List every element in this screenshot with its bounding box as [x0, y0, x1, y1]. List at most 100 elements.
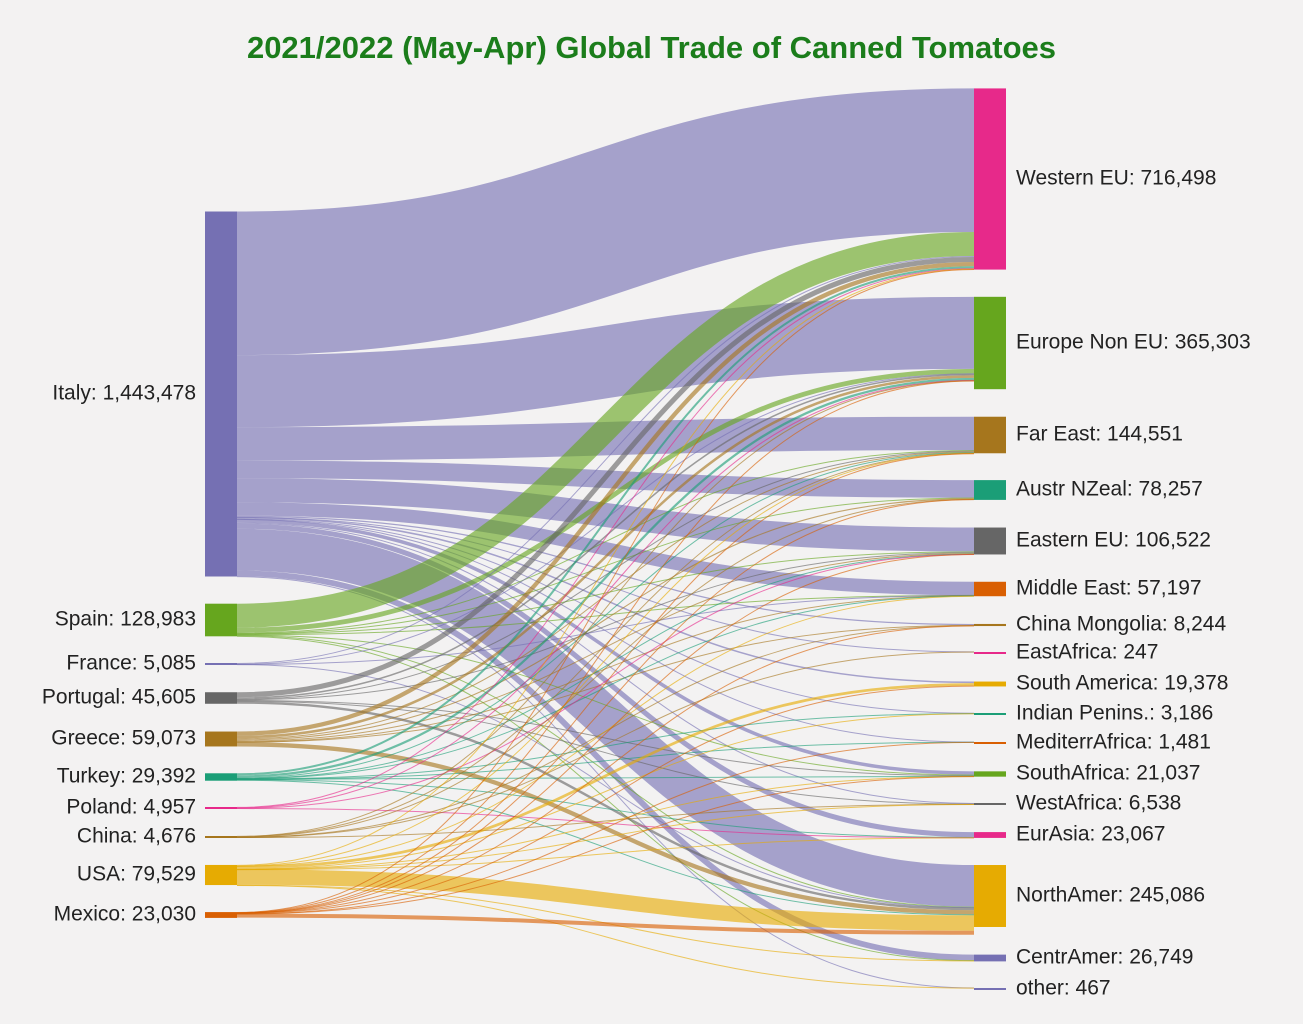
flow-Mexico-to-MediterrAfrica [236, 741, 975, 915]
flow-Italy-to-South America [236, 516, 975, 684]
target-node-Austr NZeal [974, 480, 1006, 500]
target-node-other [974, 988, 1006, 990]
flow-Portugal-to-NorthAmer [236, 701, 975, 911]
flow-Mexico-to-NorthAmer [236, 913, 975, 935]
target-node-China Mongolia [974, 623, 1006, 627]
node-labels: Italy: 1,443,478 Spain: 128,983 France: 5,… [42, 167, 1251, 1000]
target-label: MediterrAfrica: 1,481 [1016, 731, 1211, 754]
flow-Poland-to-Eastern EU [236, 553, 975, 809]
flow-Poland-to-Western EU [236, 268, 975, 808]
flow-Spain-to-Far East [236, 449, 975, 634]
flow-USA-to-EurAsia [236, 837, 975, 871]
flow-China-to-Europe Non EU [236, 380, 975, 837]
flow-USA-to-Middle East [236, 595, 975, 867]
flow-Mexico-to-Western EU [236, 269, 975, 913]
target-node-South America [974, 681, 1006, 687]
target-node-WestAfrica [974, 803, 1006, 805]
flow-Mexico-to-Europe Non EU [236, 380, 975, 914]
source-node-Poland [205, 807, 237, 809]
chart-title: 2021/2022 (May-Apr) Global Trade of Cann… [246, 30, 1057, 65]
flow-Spain-to-Austr NZeal [236, 497, 975, 635]
flow-Greece-to-Far East [236, 451, 975, 740]
target-label: Middle East: 57,197 [1016, 577, 1202, 600]
flow-Italy-to-NorthAmer [236, 528, 975, 907]
target-label: Eastern EU: 106,522 [1016, 529, 1211, 552]
flow-Portugal-to-Europe Non EU [236, 373, 975, 699]
target-label: CentrAmer: 26,749 [1016, 946, 1193, 969]
source-label: Poland: 4,957 [66, 796, 196, 819]
source-node-Mexico [205, 912, 237, 918]
source-node-China [205, 836, 237, 838]
flow-Spain-to-NorthAmer [236, 634, 975, 908]
target-label: Indian Penins.: 3,186 [1016, 702, 1213, 725]
target-node-MediterrAfrica [974, 742, 1006, 744]
flow-Mexico-to-China Mongolia [236, 625, 975, 914]
target-label: Western EU: 716,498 [1016, 167, 1216, 190]
flow-France-to-Western EU [236, 256, 975, 664]
flow-Greece-to-Europe Non EU [236, 375, 975, 739]
flow-Turkey-to-Western EU [236, 266, 975, 776]
flow-USA-to-South America [236, 683, 975, 869]
flow-USA-to-Indian Penins. [236, 713, 975, 870]
source-node-Portugal [205, 692, 237, 704]
target-label: Far East: 144,551 [1016, 423, 1183, 446]
target-node-Europe Non EU [974, 296, 1006, 390]
target-node-Eastern EU [974, 527, 1006, 555]
flow-Portugal-to-Western EU [236, 256, 975, 698]
flow-USA-to-WestAfrica [236, 804, 975, 870]
target-label: WestAfrica: 6,538 [1016, 792, 1181, 815]
target-node-CentrAmer [974, 954, 1006, 962]
source-node-Turkey [205, 773, 237, 781]
flow-Spain-to-Western EU [236, 232, 975, 628]
flow-Mexico-to-Eastern EU [236, 553, 975, 914]
flow-Italy-to-MediterrAfrica [236, 518, 975, 743]
flow-Mexico-to-Austr NZeal [236, 499, 975, 914]
flow-China-to-WestAfrica [236, 803, 975, 839]
source-label: France: 5,085 [66, 652, 196, 675]
flow-Italy-to-WestAfrica [236, 522, 975, 804]
flow-USA-to-NorthAmer [236, 869, 975, 931]
flow-Italy-to-Indian Penins. [236, 518, 975, 714]
target-node-EurAsia [974, 832, 1006, 838]
target-node-SouthAfrica [974, 771, 1006, 777]
flow-Italy-to-Middle East [236, 502, 975, 596]
flow-Turkey-to-NorthAmer [236, 779, 975, 916]
target-label: NorthAmer: 245,086 [1016, 884, 1205, 907]
source-label: Italy: 1,443,478 [52, 382, 196, 405]
source-node-USA [205, 864, 237, 886]
flow-China-to-EastAfrica [236, 651, 975, 839]
target-node-Far East [974, 416, 1006, 454]
source-label: China: 4,676 [77, 825, 196, 848]
flow-USA-to-other [236, 884, 975, 989]
target-label: Austr NZeal: 78,257 [1016, 478, 1203, 501]
flow-Greece-to-Austr NZeal [236, 498, 975, 741]
nodes [205, 88, 1006, 990]
source-label: Mexico: 23,030 [54, 903, 196, 926]
source-node-Italy [205, 211, 237, 577]
flow-Turkey-to-Eastern EU [236, 553, 975, 779]
target-node-Middle East [974, 581, 1006, 597]
source-label: Portugal: 45,605 [42, 686, 196, 709]
target-node-Indian Penins. [974, 713, 1006, 715]
target-node-EastAfrica [974, 652, 1006, 654]
target-node-NorthAmer [974, 865, 1006, 927]
source-node-Spain [205, 603, 237, 637]
source-label: Greece: 59,073 [51, 727, 196, 750]
flow-USA-to-Western EU [236, 268, 975, 866]
target-node-Western EU [974, 88, 1006, 270]
flow-Turkey-to-SouthAfrica [236, 775, 975, 780]
flow-Italy-to-EurAsia [236, 523, 975, 838]
flow-China-to-Austr NZeal [236, 498, 975, 838]
flow-Italy-to-Western EU [236, 88, 975, 356]
flow-Portugal-to-Eastern EU [236, 552, 975, 701]
flow-USA-to-Far East [236, 452, 975, 867]
target-label: other: 467 [1016, 977, 1111, 1000]
flow-Spain-to-CentrAmer [236, 635, 975, 962]
flow-Italy-to-Europe Non EU [236, 296, 975, 428]
source-node-Greece [205, 731, 237, 747]
flow-Portugal-to-Far East [236, 450, 975, 700]
flow-Mexico-to-SouthAfrica [236, 776, 975, 915]
flow-Turkey-to-EurAsia [236, 779, 975, 838]
flow-Mexico-to-South America [236, 685, 975, 914]
